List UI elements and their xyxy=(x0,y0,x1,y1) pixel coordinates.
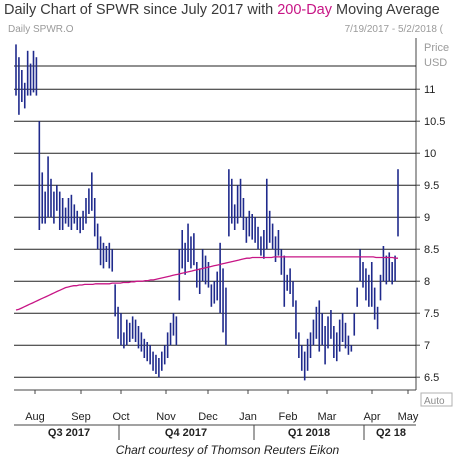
y-tick-label: 9.5 xyxy=(424,180,439,192)
x-month-label: Sep xyxy=(71,411,91,423)
y-tick-label: 8.5 xyxy=(424,244,439,256)
auto-scale-label: Auto xyxy=(424,396,445,407)
price-axis-title: Price xyxy=(424,42,449,54)
title-text-start: Daily Chart of SPWR since July 2017 with xyxy=(4,2,278,18)
date-range-label: 7/19/2017 - 5/2/2018 ( xyxy=(344,24,443,35)
chart-title: Daily Chart of SPWR since July 2017 with… xyxy=(4,2,440,18)
moving-average-line xyxy=(15,256,398,311)
price-chart: 6.5 7 7.5 8 8.5 9 9.5 10 10.5 11 Aug Sep Oct Nov Dec J… xyxy=(14,38,453,440)
y-tick-label: 8 xyxy=(424,276,430,288)
x-month-label: Aug xyxy=(25,411,45,423)
x-month-label: Feb xyxy=(279,411,298,423)
x-month-label: Mar xyxy=(318,411,337,423)
chart-credit: Chart courtesy of Thomson Reuters Eikon xyxy=(115,443,340,457)
currency-label: USD xyxy=(424,57,447,69)
x-month-label: Oct xyxy=(112,411,129,423)
x-month-label: Dec xyxy=(198,411,218,423)
quarter-label: Q2 18 xyxy=(376,427,406,439)
y-tick-label: 9 xyxy=(424,212,430,224)
y-tick-label: 7.5 xyxy=(424,308,439,320)
y-axis: 6.5 7 7.5 8 8.5 9 9.5 10 10.5 11 xyxy=(416,84,445,384)
x-axis: Aug Sep Oct Nov Dec Jan Feb Mar Apr May Q3 2017 Q4 … xyxy=(14,390,419,440)
quarter-label: Q1 2018 xyxy=(288,427,330,439)
symbol-label: Daily SPWR.O xyxy=(8,24,74,35)
price-bars xyxy=(15,44,399,381)
quarter-label: Q3 2017 xyxy=(48,427,90,439)
quarter-label: Q4 2017 xyxy=(165,427,207,439)
title-highlight: 200-Day xyxy=(277,2,332,18)
y-tick-label: 10.5 xyxy=(424,116,445,128)
y-tick-label: 10 xyxy=(424,148,436,160)
x-month-label: Apr xyxy=(363,411,380,423)
x-month-label: Nov xyxy=(156,411,176,423)
auto-scale-button[interactable] xyxy=(420,392,453,407)
y-tick-label: 7 xyxy=(424,340,430,352)
y-tick-label: 6.5 xyxy=(424,372,439,384)
x-month-label: May xyxy=(398,411,419,423)
title-text-end: Moving Average xyxy=(332,2,440,18)
x-month-label: Jan xyxy=(239,411,257,423)
y-tick-label: 11 xyxy=(424,84,435,96)
